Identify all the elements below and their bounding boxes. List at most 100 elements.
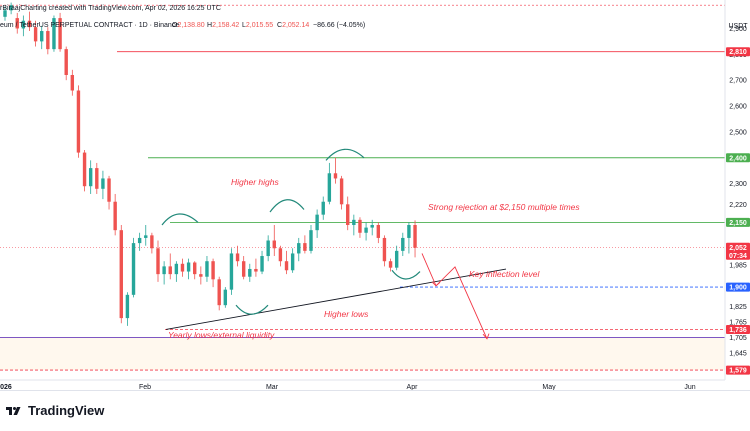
price-tag [726,282,750,292]
price-axis-label: 2,600 [729,104,747,111]
price-tag-label: 2,400 [729,155,747,162]
price-tag-label: 2,052 [729,245,747,252]
candle-body[interactable] [27,20,32,28]
candle-body[interactable] [150,235,154,249]
candle-body[interactable] [413,225,417,248]
candle-body[interactable] [278,248,283,262]
candle-body[interactable] [223,289,228,306]
price-tag-label: 2,810 [729,49,747,56]
candle-body[interactable] [9,5,13,11]
price-tag [726,324,750,334]
author-line: rBiraajCharting created with TradingView… [0,5,221,12]
candle-body[interactable] [205,261,209,277]
candle-body[interactable] [352,219,356,225]
candle-body[interactable] [401,237,405,251]
candle-body[interactable] [144,235,148,238]
candle-body[interactable] [297,243,301,254]
footer: TradingView [0,390,750,431]
candle-body[interactable] [76,90,81,153]
candle-body[interactable] [131,243,136,295]
candle-body[interactable] [333,173,338,179]
price-axis-label: 1,985 [729,263,747,270]
candle-body[interactable] [58,18,62,50]
tradingview-logo[interactable]: TradingView [6,403,104,418]
candle-body[interactable] [125,294,130,319]
candle-body[interactable] [309,230,313,251]
candle-body[interactable] [266,240,270,257]
higher-lows-annotation: Higher lows [324,309,369,319]
candle-body[interactable] [199,274,203,277]
candle-body[interactable] [229,253,234,290]
price-tag-countdown: 07:34 [729,253,747,260]
candle-body[interactable] [21,20,26,29]
candle-body[interactable] [394,250,399,268]
ohlc-value: C2,052.14 [277,22,309,29]
candle-body[interactable] [168,266,172,275]
candle-body[interactable] [82,152,87,187]
candle-body[interactable] [95,168,99,189]
candle-body[interactable] [290,253,295,271]
candle-body[interactable] [321,201,325,215]
projection-arrow-head [482,333,490,340]
candle-body[interactable] [186,262,191,272]
candle-body[interactable] [254,268,258,272]
candle-body[interactable] [162,266,166,275]
strong-rejection-annotation: Strong rejection at $2,150 multiple time… [428,202,580,212]
candle-body[interactable] [346,204,350,225]
price-chart[interactable]: Higher highs Strong rejection at $2,150 m… [0,0,750,390]
candle-body[interactable] [46,31,50,50]
candle-body[interactable] [137,237,142,244]
candle-body[interactable] [284,261,289,271]
candle-body[interactable] [241,261,246,277]
candle-body[interactable] [211,261,215,280]
candle-body[interactable] [156,248,160,275]
candle-body[interactable] [15,18,19,29]
candle-body[interactable] [358,219,362,233]
candle-body[interactable] [382,237,387,262]
candle-body[interactable] [70,75,75,91]
ascending-trendline[interactable] [165,268,507,330]
candle-body[interactable] [388,261,393,268]
candle-body[interactable] [180,263,185,272]
candle-body[interactable] [364,227,368,233]
candle-body[interactable] [370,225,374,228]
ohlc-value: L2,015.55 [242,22,273,29]
candle-body[interactable] [113,201,117,231]
candle-body[interactable] [217,279,221,306]
shaded-zone [0,337,725,371]
candle-body[interactable] [107,178,111,202]
price-tag [726,242,750,260]
price-change: −86.66 (−4.05%) [313,22,365,29]
price-axis-label: 1,765 [729,319,747,326]
price-tag [726,365,750,375]
price-tag-label: 1,736 [729,327,747,334]
higher-high-arc-3 [325,148,365,161]
candle-body[interactable] [339,178,344,205]
candle-body[interactable] [260,256,264,272]
price-axis-label: 1,825 [729,304,747,311]
candle-body[interactable] [33,27,38,42]
candle-body[interactable] [272,240,276,249]
tradingview-logo-icon [6,406,21,415]
candle-body[interactable] [52,18,56,50]
price-axis-label: 1,705 [729,335,747,342]
candle-body[interactable] [64,49,68,75]
candle-body[interactable] [193,262,197,275]
candle-body[interactable] [119,230,123,319]
candle-body[interactable] [88,168,93,187]
price-tag [726,153,750,163]
candle-body[interactable] [407,225,411,238]
candle-body[interactable] [376,225,381,238]
price-tag [726,47,750,57]
candle-body[interactable] [235,253,240,262]
candle-body[interactable] [101,178,105,189]
price-tag-label: 1,900 [729,285,747,292]
candle-body[interactable] [248,268,252,277]
candle-body[interactable] [303,243,307,251]
candle-body[interactable] [327,173,332,202]
candle-body[interactable] [3,10,7,17]
price-tag-label: 2,150 [729,220,747,227]
candle-body[interactable] [40,31,44,42]
candle-body[interactable] [315,214,319,231]
candle-body[interactable] [174,263,179,275]
